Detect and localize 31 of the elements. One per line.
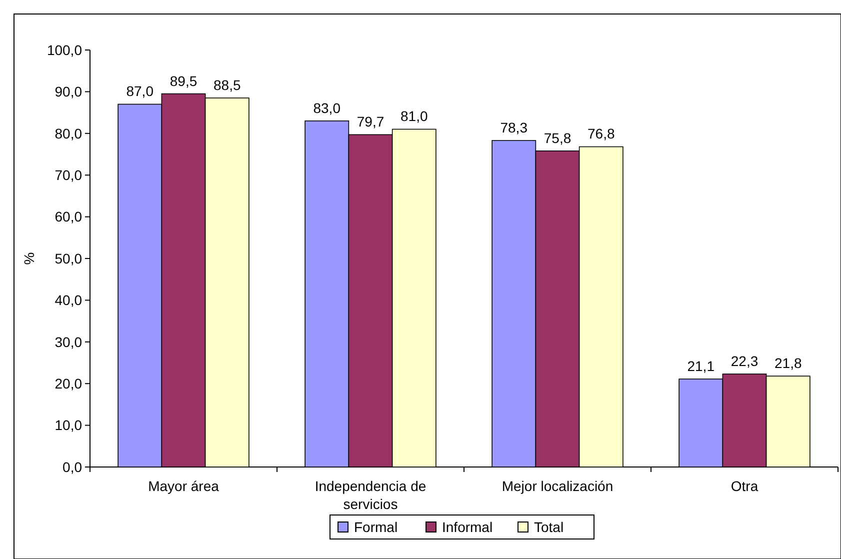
y-tick-label: 50,0 [54, 250, 82, 266]
y-tick-label: 0,0 [62, 458, 82, 475]
legend-label: Total [534, 518, 564, 535]
data-label: 76,8 [588, 126, 615, 142]
data-label: 83,0 [313, 100, 341, 116]
data-label: 87,0 [126, 83, 154, 100]
x-tick-label: Otra [730, 478, 758, 494]
x-tick-label: Mejor localización [502, 478, 614, 494]
x-tick-label: Mayor área [148, 478, 220, 494]
data-label: 21,1 [687, 358, 715, 374]
y-tick-label: 30,0 [54, 334, 82, 350]
data-label: 89,5 [170, 72, 198, 89]
data-label: 79,7 [356, 114, 384, 130]
data-label: 21,8 [774, 355, 802, 372]
y-tick-label: 60,0 [54, 208, 82, 225]
y-tick-label: 80,0 [54, 125, 82, 142]
y-tick-label: 40,0 [54, 292, 82, 308]
legend-label: Formal [354, 518, 398, 535]
data-label: 88,5 [214, 76, 241, 93]
data-label: 75,8 [544, 130, 572, 146]
data-label: 81,0 [400, 108, 428, 124]
data-label: 78,3 [500, 119, 528, 136]
y-tick-label: 100,0 [46, 42, 82, 58]
y-tick-label: 20,0 [54, 376, 82, 392]
y-tick-label: 90,0 [54, 84, 82, 100]
y-axis-title: % [21, 252, 37, 265]
y-tick-label: 10,0 [54, 417, 82, 434]
y-tick-label: 70,0 [54, 167, 82, 183]
x-tick-label: Independencia de servicios [314, 478, 426, 512]
legend-label: Informal [442, 518, 493, 535]
data-label: 22,3 [730, 353, 758, 370]
